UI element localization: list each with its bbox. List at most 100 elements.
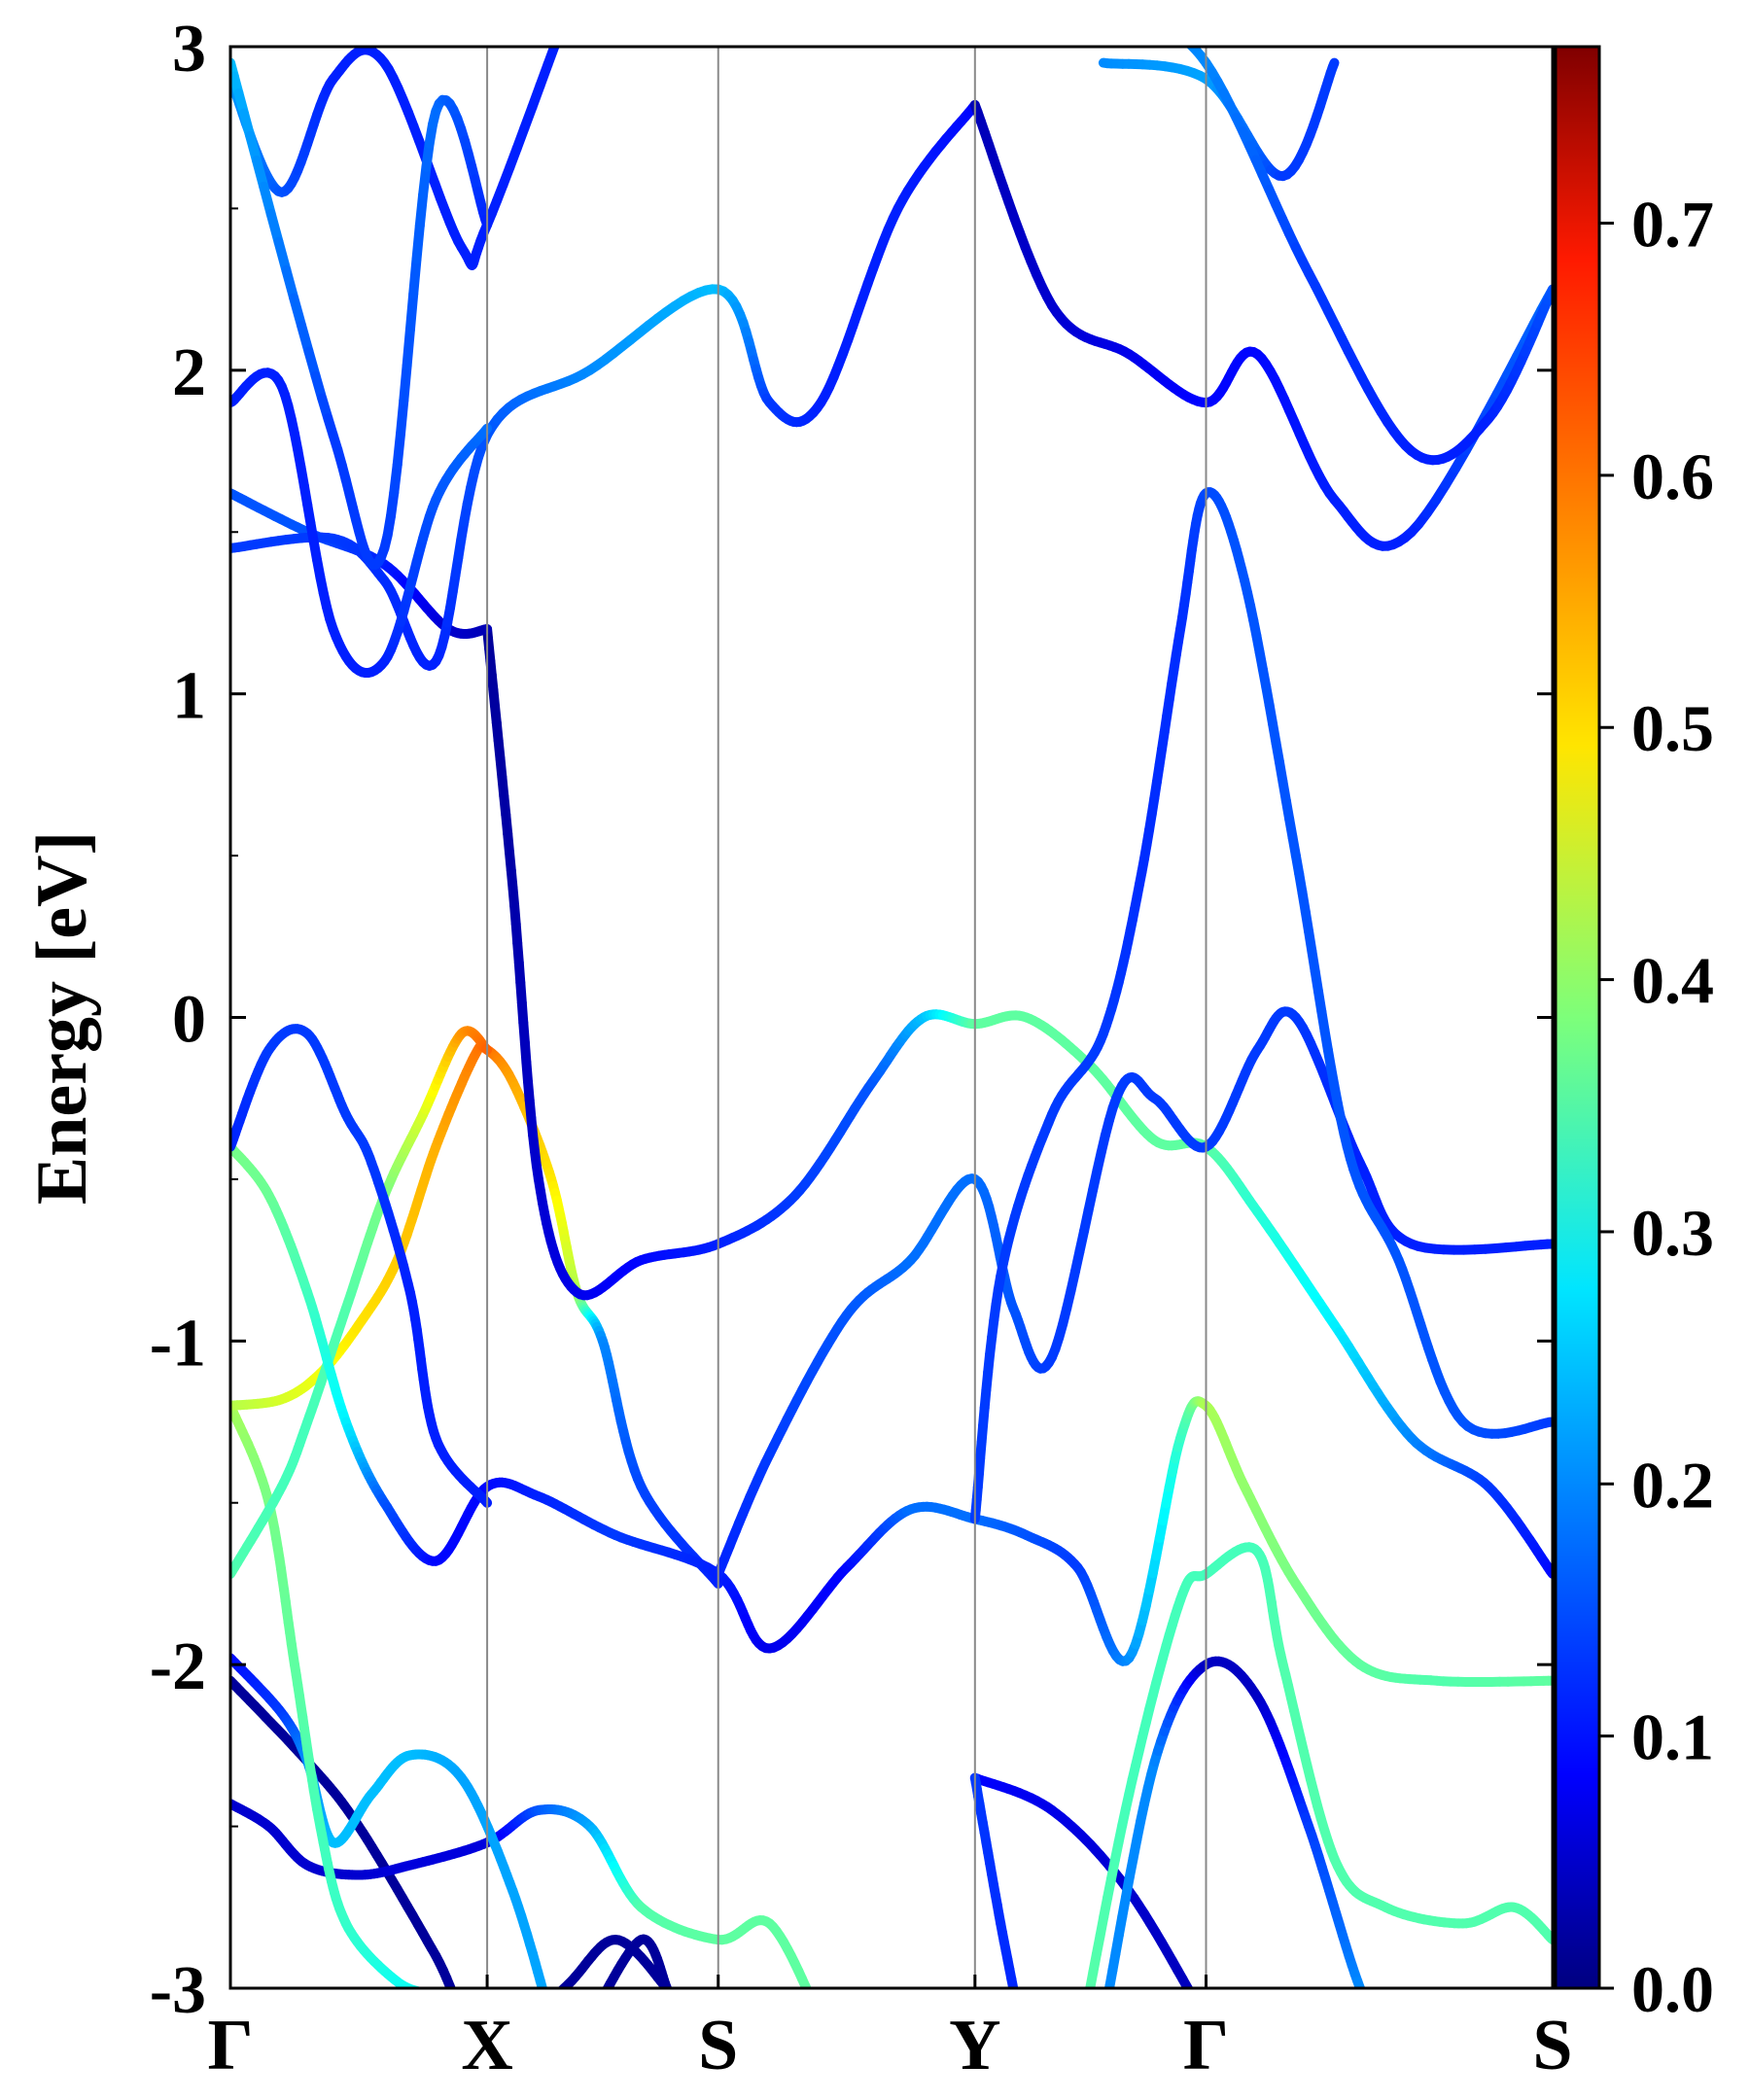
y-axis: 3 2 1 0 -1 -2 -3 xyxy=(150,12,1553,2028)
band-segment xyxy=(416,1986,425,1988)
band-segment xyxy=(515,2035,520,2040)
colorbar-tick-label: 0.7 xyxy=(1631,188,1714,262)
band-segment xyxy=(602,1985,612,1988)
band-segment xyxy=(392,429,405,471)
band-segment xyxy=(1135,17,1138,18)
band-segment xyxy=(1156,23,1161,25)
band-segment xyxy=(1375,2013,1377,2014)
band-segment xyxy=(548,2011,550,2016)
band-segment xyxy=(557,1987,563,1988)
band-segment xyxy=(456,2002,459,2010)
band-23 xyxy=(1129,15,1553,466)
x-tick-label: Γ xyxy=(207,2006,253,2085)
band-segment xyxy=(551,47,560,49)
band-10 xyxy=(713,1006,1553,1579)
band-segment xyxy=(1365,1999,1367,2003)
band-segment xyxy=(411,221,425,264)
band-24 xyxy=(592,1934,672,2017)
band-segment xyxy=(273,236,292,275)
band-segment xyxy=(597,2003,600,2009)
band-segment xyxy=(1025,2043,1026,2048)
band-segment xyxy=(1177,34,1183,38)
band-segment xyxy=(1327,57,1340,73)
band-segment xyxy=(526,2024,531,2030)
band-segment xyxy=(1082,2019,1085,2032)
band-segment xyxy=(1079,2033,1081,2045)
y-tick-label: -2 xyxy=(150,1629,206,1704)
band-segment xyxy=(1023,2037,1024,2043)
band-segment xyxy=(1085,1983,1095,1988)
band-segment xyxy=(1017,2006,1019,2014)
y-tick-label: 2 xyxy=(172,335,206,410)
band-segment xyxy=(809,1994,812,2001)
band-22 xyxy=(1098,57,1340,182)
y-tick-label: -3 xyxy=(150,1953,206,2028)
band-segment xyxy=(1019,2014,1021,2022)
band-segment xyxy=(409,1985,421,1988)
band-segment xyxy=(1138,18,1142,19)
band-segment xyxy=(592,2013,594,2017)
band-segment xyxy=(544,1997,546,2004)
band-segment xyxy=(1020,2022,1022,2030)
band-segment xyxy=(1129,15,1132,17)
band-segment xyxy=(1385,2019,1386,2020)
band-13 xyxy=(969,1772,1027,2053)
band-4 xyxy=(230,1400,428,1988)
band-segment xyxy=(1078,2044,1080,2053)
band-segment xyxy=(531,2018,536,2024)
band-11 xyxy=(969,487,1553,1524)
colorbar-tick-label: 0.3 xyxy=(1631,1196,1714,1270)
y-tick-label: -1 xyxy=(150,1306,206,1381)
band-segment xyxy=(1373,2012,1375,2013)
band-segment xyxy=(520,2030,525,2036)
band-segment xyxy=(550,2016,551,2021)
band-segment xyxy=(570,0,576,5)
band-segment xyxy=(406,1984,419,1988)
band-segment xyxy=(546,2002,551,2008)
x-tick-label: S xyxy=(698,2006,738,2085)
band-segment xyxy=(1026,2048,1027,2053)
x-tick-label: Γ xyxy=(1183,2006,1229,2085)
band-segment xyxy=(399,361,412,405)
colorbar-tick-label: 0.4 xyxy=(1631,944,1714,1018)
y-axis-label: Energy [eV] xyxy=(22,831,102,1205)
band-segment xyxy=(812,2001,815,2008)
band-17 xyxy=(230,99,980,671)
band-segment xyxy=(563,5,570,23)
x-tick-label: S xyxy=(1532,2006,1572,2085)
band-segment xyxy=(1362,1994,1364,1999)
band-3 xyxy=(230,1653,551,2021)
band-segment xyxy=(1376,2014,1378,2015)
k-point-lines xyxy=(486,47,1208,1988)
band-segment xyxy=(1151,22,1156,24)
band-segment xyxy=(396,396,409,439)
band-segment xyxy=(1084,2005,1087,2019)
band-segment xyxy=(815,2007,818,2012)
band-segment xyxy=(1103,2012,1105,2021)
band-segment xyxy=(1132,16,1135,17)
band-segment xyxy=(1371,2009,1373,2011)
band-lines xyxy=(230,0,1553,2053)
band-segment xyxy=(551,1997,556,2002)
band-segment xyxy=(1192,1996,1196,2004)
band-15 xyxy=(1103,1656,1386,2021)
band-segment xyxy=(538,1984,548,1988)
band-segment xyxy=(1384,2019,1385,2020)
y-tick-label: 1 xyxy=(172,659,206,734)
band-segment xyxy=(1185,47,1193,49)
colorbar xyxy=(1554,45,1601,1990)
y-tick-label: 0 xyxy=(172,983,206,1058)
colorbar-tick-label: 0.0 xyxy=(1631,1952,1714,2026)
band-segment xyxy=(546,2004,548,2011)
band-9 xyxy=(482,624,1553,1579)
band-20 xyxy=(230,57,493,570)
band-6 xyxy=(230,1026,493,1579)
band-segment xyxy=(402,325,415,370)
y-tick-label: 3 xyxy=(172,12,206,87)
band-segment xyxy=(1172,31,1177,35)
band-segment xyxy=(1015,1997,1017,2006)
band-segment xyxy=(820,2017,822,2021)
band-segment xyxy=(1378,2015,1380,2016)
colorbar-tick-label: 0.1 xyxy=(1631,1700,1714,1774)
